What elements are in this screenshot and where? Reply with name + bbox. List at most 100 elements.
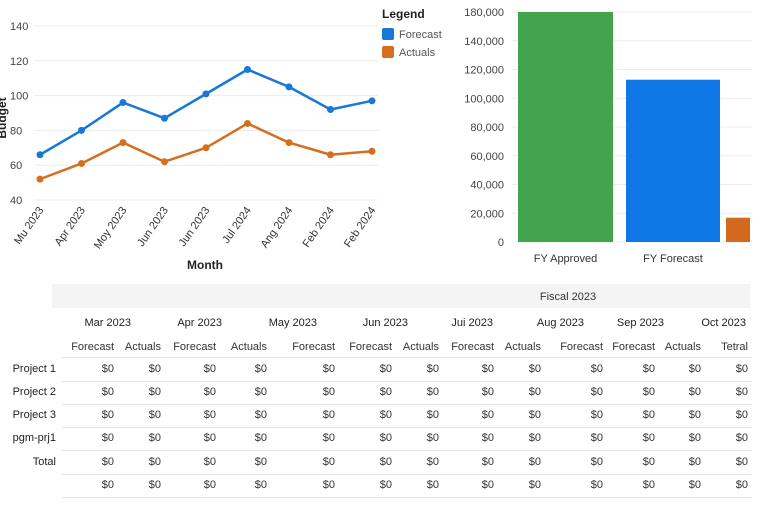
- table-cell: $0: [148, 363, 161, 375]
- table-cell: $0: [254, 409, 267, 421]
- table-cell: $0: [322, 456, 335, 468]
- y-tick-label: 80: [10, 125, 22, 137]
- month-header[interactable]: Mar 2023: [84, 317, 131, 329]
- data-point[interactable]: [161, 114, 168, 122]
- table-cell: $0: [688, 386, 701, 398]
- y-tick-label: 80,000: [470, 122, 504, 134]
- data-point[interactable]: [327, 106, 334, 114]
- bar[interactable]: [726, 217, 750, 242]
- y-tick-label: 140: [10, 21, 28, 33]
- table-cell: $0: [101, 432, 114, 444]
- table-cell: $0: [688, 432, 701, 444]
- data-point[interactable]: [327, 151, 334, 159]
- column-header[interactable]: Forecast: [71, 341, 114, 353]
- data-point[interactable]: [36, 175, 44, 183]
- table-cell: $0: [481, 409, 494, 421]
- table-cell: $0: [528, 456, 541, 468]
- bar[interactable]: [626, 79, 720, 242]
- data-point[interactable]: [161, 158, 168, 166]
- column-header[interactable]: Forecast: [292, 341, 335, 353]
- data-point[interactable]: [285, 139, 293, 147]
- table-cell: $0: [481, 386, 494, 398]
- data-point[interactable]: [244, 66, 251, 73]
- line-chart-legend: Forecast Actuals: [382, 28, 442, 59]
- table-cell: $0: [148, 409, 161, 421]
- data-point[interactable]: [119, 99, 127, 107]
- legend-swatch: [382, 46, 394, 58]
- bar[interactable]: [518, 12, 613, 242]
- data-point[interactable]: [285, 83, 293, 91]
- table-cell: $0: [254, 456, 267, 468]
- table-cell: $0: [254, 363, 267, 375]
- table-cell: $0: [379, 386, 392, 398]
- data-point[interactable]: [36, 151, 44, 159]
- column-header[interactable]: Forecast: [349, 341, 392, 353]
- column-header[interactable]: Forecast: [560, 341, 603, 353]
- table-cell: $0: [426, 456, 439, 468]
- table-cell: $0: [379, 479, 392, 491]
- column-header[interactable]: Actuals: [124, 341, 161, 353]
- table-cell: $0: [203, 432, 216, 444]
- table-cell: $0: [426, 386, 439, 398]
- y-tick-label: 100,000: [464, 93, 504, 105]
- table-cell: $0: [203, 456, 216, 468]
- table-cell: $0: [590, 386, 603, 398]
- column-header[interactable]: Forecast: [612, 341, 655, 353]
- data-point[interactable]: [368, 147, 376, 155]
- month-header[interactable]: May 2023: [268, 317, 317, 329]
- table-cell: $0: [203, 479, 216, 491]
- bar-chart-x-ticks: FY Approved FY Forecast: [534, 253, 703, 265]
- table-cell: $0: [528, 479, 541, 491]
- row-divider: [62, 381, 752, 382]
- y-tick-label: 40,000: [470, 180, 504, 192]
- table-cell: $0: [481, 363, 494, 375]
- data-point[interactable]: [202, 144, 210, 152]
- column-header[interactable]: Forecast: [451, 341, 494, 353]
- table-cell: $0: [481, 456, 494, 468]
- column-header[interactable]: Actuals: [504, 341, 541, 353]
- y-tick-label: 0: [498, 237, 504, 249]
- month-header[interactable]: Sep 2023: [616, 317, 664, 329]
- legend-title: Legend: [382, 7, 425, 21]
- x-axis-label: Month: [187, 258, 223, 272]
- table-cell: $0: [481, 432, 494, 444]
- column-header[interactable]: Actuals: [664, 341, 701, 353]
- table-cell: $0: [528, 363, 541, 375]
- month-header[interactable]: Oct 2023: [701, 317, 746, 329]
- table-cell: $0: [590, 479, 603, 491]
- table-cell: $0: [735, 479, 748, 491]
- data-point[interactable]: [119, 139, 127, 147]
- legend-label: Forecast: [399, 29, 442, 41]
- data-point[interactable]: [368, 97, 376, 105]
- data-point[interactable]: [78, 126, 85, 134]
- table-cell: $0: [322, 409, 335, 421]
- fiscal-year-header: Fiscal 2023: [539, 291, 597, 303]
- table-cell: $0: [528, 386, 541, 398]
- table-cell: $0: [379, 363, 392, 375]
- month-header[interactable]: Jui 2023: [451, 317, 493, 329]
- table-cell: $0: [101, 479, 114, 491]
- column-header[interactable]: Actuals: [402, 341, 439, 353]
- table-cell: $0: [642, 363, 655, 375]
- table-cell: $0: [101, 409, 114, 421]
- column-header[interactable]: Forecast: [173, 341, 216, 353]
- month-header[interactable]: Apr 2023: [177, 317, 222, 329]
- row-divider: [62, 427, 752, 428]
- column-header[interactable]: Tetral: [721, 341, 748, 353]
- table-cell: $0: [590, 456, 603, 468]
- table-cell: $0: [426, 363, 439, 375]
- data-point[interactable]: [202, 90, 210, 98]
- x-tick-label: FY Forecast: [643, 253, 703, 265]
- table-cell: $0: [590, 409, 603, 421]
- row-divider: [62, 450, 752, 451]
- column-header[interactable]: Actuals: [230, 341, 267, 353]
- data-point[interactable]: [244, 119, 251, 127]
- row-divider: [62, 404, 752, 405]
- month-header[interactable]: Jun 2023: [362, 317, 408, 329]
- data-point[interactable]: [78, 159, 85, 167]
- month-header[interactable]: Aug 2023: [536, 317, 584, 329]
- y-tick-label: 140,000: [464, 36, 504, 48]
- table-cell: $0: [642, 479, 655, 491]
- table-cell: $0: [148, 432, 161, 444]
